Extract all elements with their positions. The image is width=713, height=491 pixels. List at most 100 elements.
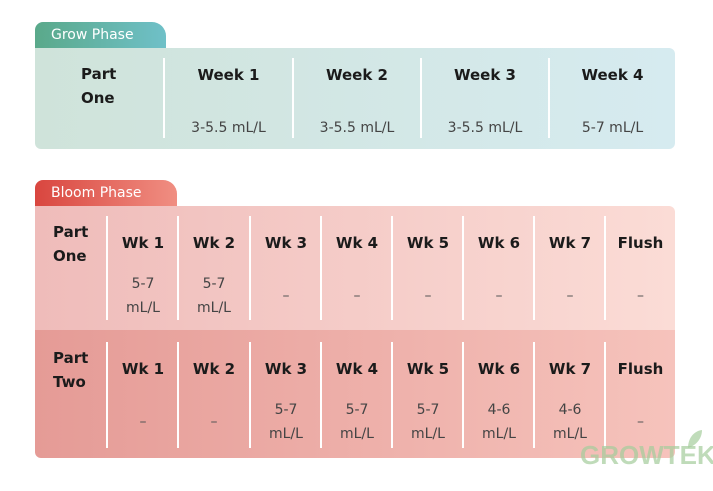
grow-phase-tab: Grow Phase [35,22,166,48]
grow-row-header-line2: One [81,89,115,107]
bloom-p1-flush-header: Flush [617,234,664,252]
bloom-p1-wk7-cell: Wk 7 – [535,206,605,330]
bloom-p1-wk2-value-line1: 5-7 [202,276,226,292]
bloom-p2-wk2-cell: Wk 2 – [179,330,249,458]
bloom-p2-flush-value: – [637,414,644,430]
bloom-p2-wk6-value-line2: mL/L [482,426,516,442]
column-divider [292,58,294,138]
bloom-p1-wk1-value-line1: 5-7 [131,276,155,292]
grow-week-1-cell: Week 1 3-5.5 mL/L [165,48,292,149]
bloom-p2-wk3-header: Wk 3 [264,360,308,378]
bloom-part-one-row: Part One Wk 1 5-7 mL/L Wk 2 5-7 mL/L Wk … [35,206,675,330]
grow-week-3-header: Week 3 [454,66,516,84]
grow-week-2-value: 3-5.5 mL/L [319,120,395,136]
bloom-p1-wk2-header: Wk 2 [192,234,236,252]
bloom-p2-wk5-value-line1: 5-7 [416,402,440,418]
column-divider [106,342,108,448]
bloom-p1-wk6-value: – [495,288,503,304]
bloom-p1-wk3-cell: Wk 3 – [251,206,321,330]
leaf-icon [688,430,702,448]
bloom-p1-wk7-header: Wk 7 [548,234,592,252]
grow-week-4-header: Week 4 [581,66,644,84]
bloom-p2-wk7-header: Wk 7 [548,360,592,378]
grow-week-2-header: Week 2 [326,66,388,84]
bloom-p2-wk6-header: Wk 6 [477,360,521,378]
column-divider [249,216,251,320]
bloom-p2-wk4-header: Wk 4 [335,360,379,378]
bloom-p2-wk7-value-line1: 4-6 [558,402,582,418]
bloom-p1-wk5-cell: Wk 5 – [393,206,463,330]
bloom-p2-wk4-cell: Wk 4 5-7 mL/L [322,330,392,458]
bloom-p2-flush-header: Flush [617,360,664,378]
column-divider [320,216,322,320]
bloom-p1-wk1-value-line2: mL/L [126,300,160,316]
column-divider [462,216,464,320]
grow-week-1-value: 3-5.5 mL/L [191,120,266,136]
grow-week-2-cell: Week 2 3-5.5 mL/L [294,48,420,149]
bloom-p1-wk2-value-line2: mL/L [197,300,231,316]
bloom-p1-wk1-header: Wk 1 [121,234,165,252]
grow-week-3-cell: Week 3 3-5.5 mL/L [422,48,548,149]
column-divider [320,342,322,448]
bloom-p1-wk6-cell: Wk 6 – [464,206,534,330]
bloom-p2-wk5-header: Wk 5 [406,360,450,378]
bloom-p1-wk4-header: Wk 4 [335,234,379,252]
bloom-part-one-header-line1: Part [53,223,89,241]
grow-row-header-line1: Part [81,65,117,83]
grow-row-header: Part One [35,48,163,149]
bloom-part-two-row: Part Two Wk 1 – Wk 2 – Wk 3 5-7 mL/L Wk … [35,330,675,458]
bloom-p1-wk5-header: Wk 5 [406,234,450,252]
column-divider [249,342,251,448]
bloom-part-two-header-line1: Part [53,349,89,367]
bloom-p1-wk4-value: – [353,288,361,304]
bloom-p2-wk4-value-line2: mL/L [340,426,374,442]
bloom-p2-wk5-value-line2: mL/L [411,426,445,442]
column-divider [391,216,393,320]
bloom-p2-wk1-header: Wk 1 [121,360,165,378]
bloom-p2-wk3-value-line2: mL/L [269,426,303,442]
bloom-p2-wk2-value: – [210,414,218,430]
bloom-p2-wk7-value-line2: mL/L [553,426,587,442]
bloom-p2-flush-cell: Flush – [606,330,675,458]
bloom-part-one-header-line2: One [53,247,87,265]
column-divider [604,216,606,320]
column-divider [533,342,535,448]
column-divider [548,58,550,138]
bloom-p1-wk7-value: – [566,288,574,304]
grow-phase-table: Part One Week 1 3-5.5 mL/L Week 2 3-5.5 … [35,48,675,149]
bloom-p1-wk6-header: Wk 6 [477,234,521,252]
bloom-phase-tab: Bloom Phase [35,180,177,206]
bloom-p1-wk3-value: – [282,288,290,304]
bloom-p1-wk4-cell: Wk 4 – [322,206,392,330]
bloom-p2-wk2-header: Wk 2 [192,360,236,378]
bloom-p2-wk6-cell: Wk 6 4-6 mL/L [464,330,534,458]
bloom-p2-wk5-cell: Wk 5 5-7 mL/L [393,330,463,458]
bloom-p2-wk7-cell: Wk 7 4-6 mL/L [535,330,605,458]
bloom-p1-flush-cell: Flush – [606,206,675,330]
bloom-p1-wk2-cell: Wk 2 5-7 mL/L [179,206,249,330]
column-divider [420,58,422,138]
bloom-p1-wk1-cell: Wk 1 5-7 mL/L [108,206,178,330]
column-divider [163,58,165,138]
grow-week-3-value: 3-5.5 mL/L [447,120,523,136]
bloom-p2-wk3-cell: Wk 3 5-7 mL/L [251,330,321,458]
bloom-part-one-header: Part One [35,206,107,330]
bloom-p2-wk6-value-line1: 4-6 [487,402,511,418]
bloom-part-two-header-line2: Two [53,373,86,391]
column-divider [177,342,179,448]
bloom-p2-wk3-value-line1: 5-7 [274,402,298,418]
bloom-p2-wk1-cell: Wk 1 – [108,330,178,458]
column-divider [533,216,535,320]
column-divider [106,216,108,320]
bloom-p1-flush-value: – [637,288,644,304]
column-divider [462,342,464,448]
grow-week-4-value: 5-7 mL/L [581,120,644,136]
grow-week-4-cell: Week 4 5-7 mL/L [550,48,675,149]
bloom-p2-wk1-value: – [139,414,147,430]
bloom-p2-wk4-value-line1: 5-7 [345,402,369,418]
column-divider [391,342,393,448]
bloom-p1-wk3-header: Wk 3 [264,234,308,252]
bloom-p1-wk5-value: – [424,288,432,304]
grow-week-1-header: Week 1 [197,66,260,84]
column-divider [604,342,606,448]
